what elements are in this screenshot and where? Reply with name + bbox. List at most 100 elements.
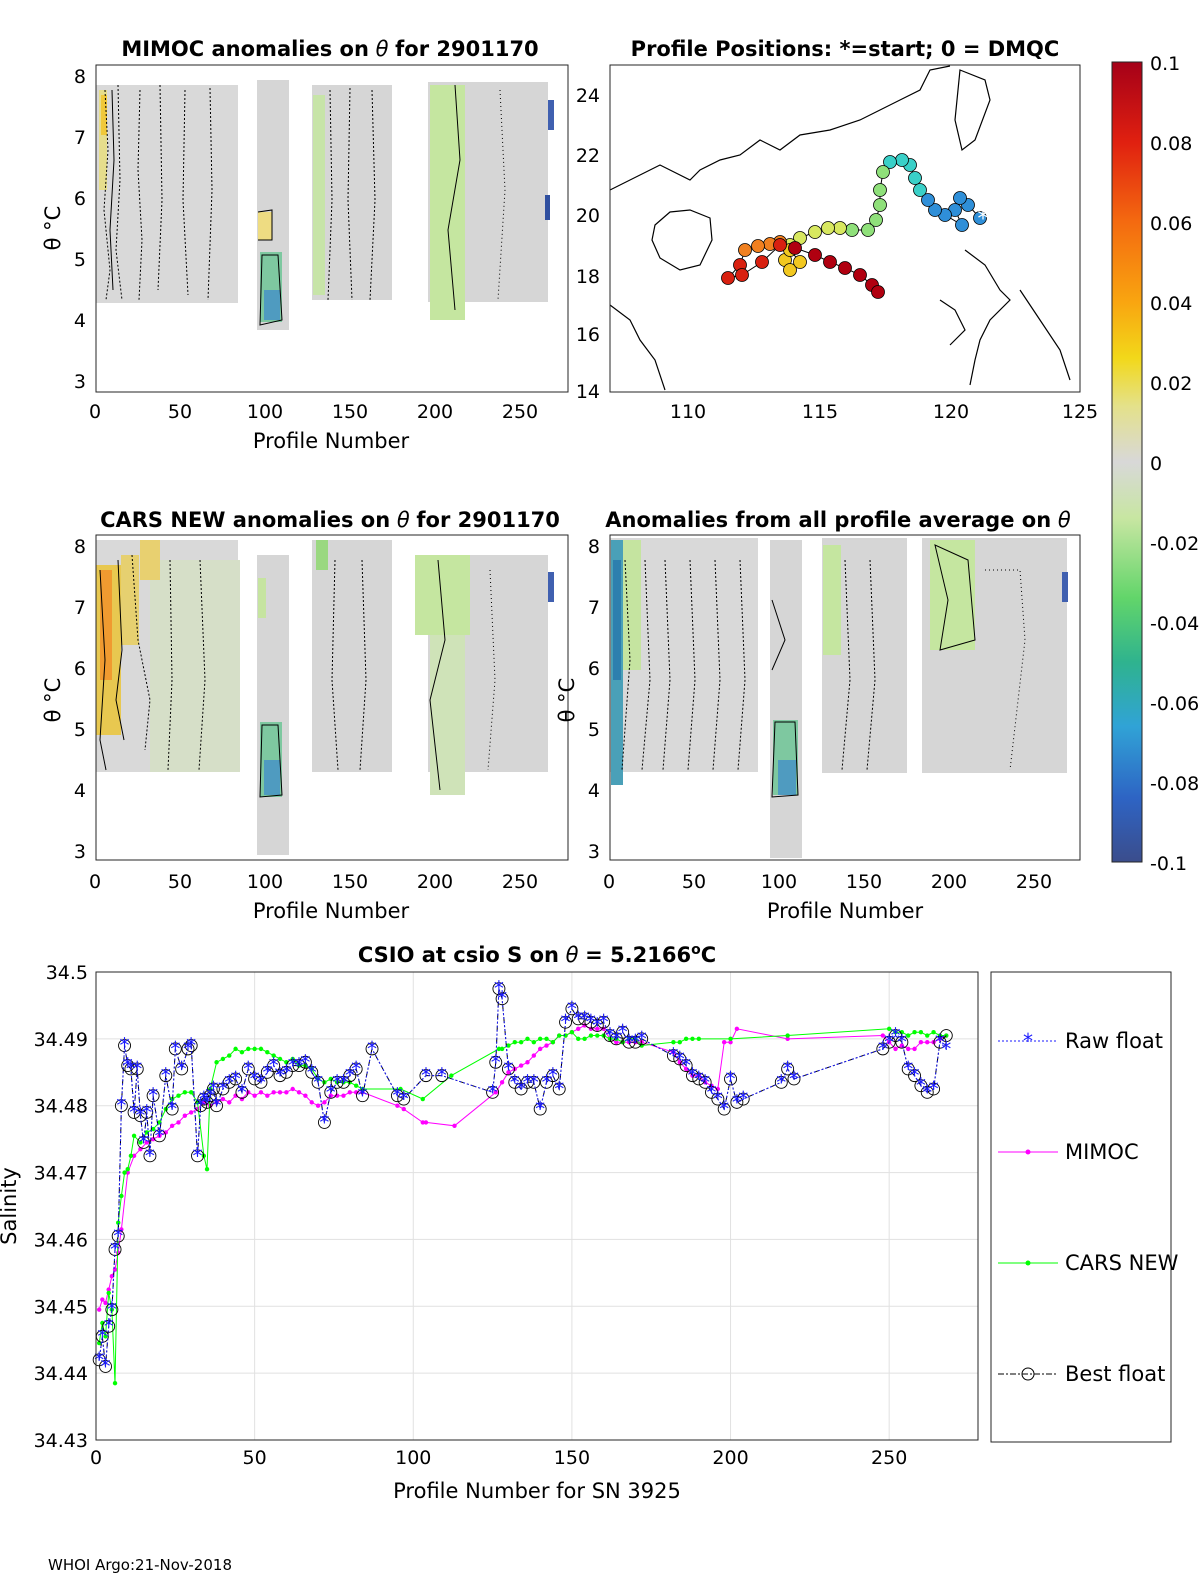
series-raw-float-point: * <box>567 997 577 1021</box>
series-best-float-point <box>254 1075 268 1089</box>
series-cars-new-point <box>906 1033 911 1038</box>
series-best-float-point <box>908 1069 921 1083</box>
series-cars-new-point <box>353 1083 359 1088</box>
mimoc-xlabel: Profile Number <box>253 429 410 453</box>
salinity-ytick: 34.47 <box>34 1163 88 1185</box>
series-cars-new-point <box>576 1036 581 1042</box>
series-raw-float-point: * <box>307 1060 317 1084</box>
series-raw-float-point: * <box>94 1348 104 1372</box>
series-best-float-point <box>121 1059 135 1073</box>
track-position-marker <box>751 239 765 253</box>
legend-cars-new-label: CARS NEW <box>1065 1251 1179 1275</box>
series-cars-new-point <box>512 1040 517 1045</box>
allavg-ytick: 5 <box>588 719 600 741</box>
cars-xtick: 0 <box>89 871 101 893</box>
mimoc-ytick: 5 <box>74 249 86 271</box>
series-mimoc-point <box>423 1120 429 1125</box>
series-best-float-point <box>159 1069 173 1083</box>
track-position-marker <box>788 241 802 255</box>
series-best-float-point <box>635 1032 649 1046</box>
series-best-float-point <box>711 1092 725 1106</box>
series-raw-float-point: * <box>399 1087 409 1111</box>
cars-xtick: 200 <box>417 871 453 893</box>
series-cars-new-point <box>582 1036 587 1042</box>
series-raw-float-point: * <box>637 1027 647 1051</box>
series-raw-float-point: * <box>126 1057 136 1081</box>
mimoc-axes <box>95 64 569 393</box>
series-best-float-point <box>730 1095 744 1109</box>
mimoc-xtick: 0 <box>89 401 101 423</box>
series-raw-float-point: * <box>488 1080 498 1104</box>
track-position-marker <box>883 155 897 169</box>
series-raw-float-point: * <box>269 1054 279 1078</box>
series-mimoc-point <box>309 1100 314 1105</box>
cars-xtick: 250 <box>502 871 538 893</box>
series-mimoc-point <box>785 1036 790 1042</box>
series-raw-float-point: * <box>288 1054 298 1078</box>
series-best-float-point <box>200 1095 214 1109</box>
series-best-float-point <box>501 1062 515 1076</box>
allavg-xtick: 200 <box>931 871 967 893</box>
series-cars-new-point <box>588 1033 594 1038</box>
positions-ytick: 14 <box>576 381 600 403</box>
allavg-xtick: 0 <box>603 871 615 893</box>
cars-ytick: 8 <box>74 536 86 558</box>
series-best-float-point <box>206 1082 220 1096</box>
series-cars-new-point <box>518 1040 524 1045</box>
series-raw-float-point: * <box>193 1144 203 1168</box>
colorbar-tick: 0.02 <box>1150 373 1192 395</box>
salinity-xtick: 100 <box>395 1447 431 1469</box>
series-best-float-point <box>774 1075 788 1089</box>
series-cars-new-point <box>537 1036 543 1042</box>
positions-axes <box>609 64 1081 393</box>
series-raw-float-point: * <box>941 1037 951 1061</box>
series-raw-float-point: * <box>367 1037 377 1061</box>
legend-mimoc-label: MIMOC <box>1065 1140 1139 1164</box>
series-best-float-point <box>298 1055 312 1069</box>
series-best-float-point <box>286 1059 300 1073</box>
series-raw-float-point: * <box>554 1077 564 1101</box>
series-cars-new-point <box>506 1043 511 1048</box>
series-cars-new-point <box>677 1040 682 1045</box>
legend-mimoc: MIMOC <box>998 1140 1139 1164</box>
series-mimoc-point <box>109 1274 115 1279</box>
legend-mimoc-marker <box>1025 1149 1031 1155</box>
series-best-float-point <box>597 1015 611 1029</box>
salinity-ytick: 34.43 <box>34 1430 88 1452</box>
series-mimoc-point <box>893 1046 898 1052</box>
series-mimoc-point <box>912 1046 917 1052</box>
track-position-marker <box>873 198 887 212</box>
series-mimoc-point <box>544 1043 549 1048</box>
series-cars-new-point <box>188 1090 194 1095</box>
series-best-float-point <box>486 1085 500 1099</box>
series-best-float-point <box>628 1035 642 1049</box>
coastline <box>610 65 1071 391</box>
colorbar: 0.1 0.08 0.06 0.04 0.02 0 -0.02 -0.04 -0… <box>1111 53 1199 875</box>
series-mimoc-point <box>315 1103 321 1108</box>
positions-map: * <box>610 65 1071 391</box>
series-cars-new-point <box>119 1193 124 1199</box>
series-mimoc-point <box>96 1307 102 1312</box>
series-best-float-point <box>552 1082 566 1096</box>
salinity-xtick: 150 <box>554 1447 590 1469</box>
series-cars-new-point <box>271 1053 276 1058</box>
series-mimoc-point <box>880 1033 886 1038</box>
series-raw-float-point: * <box>922 1080 932 1104</box>
series-raw-float-point: * <box>738 1087 748 1111</box>
series-cars-new-point <box>214 1060 219 1065</box>
series-best-float-point <box>559 1015 573 1029</box>
series-cars-new-point <box>595 1033 600 1038</box>
series-cars-new-point <box>569 1029 575 1035</box>
series-mimoc-point <box>125 1170 130 1175</box>
series-raw-float-point: * <box>231 1067 241 1091</box>
mimoc-xtick: 100 <box>247 401 283 423</box>
series-raw-float-point: * <box>522 1070 532 1094</box>
series-raw-float-point: * <box>250 1067 260 1091</box>
series-best-float-point <box>191 1149 204 1163</box>
series-mimoc-point <box>227 1100 232 1105</box>
cars-axes <box>95 534 569 861</box>
salinity-ytick: 34.45 <box>34 1296 88 1318</box>
series-raw-float-point: * <box>116 1094 126 1118</box>
series-raw-float-point: * <box>212 1094 222 1118</box>
series-mimoc-point <box>220 1096 226 1102</box>
